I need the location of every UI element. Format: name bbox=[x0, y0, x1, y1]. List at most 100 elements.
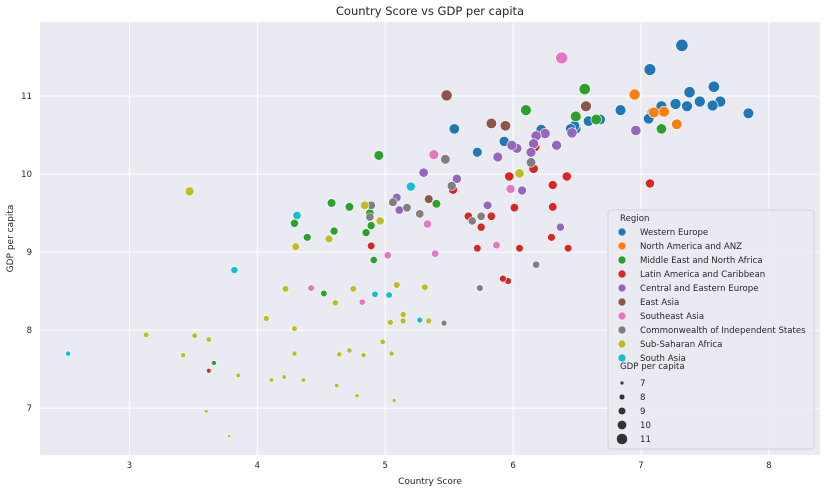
data-point bbox=[235, 372, 241, 379]
data-point bbox=[492, 240, 501, 250]
data-point bbox=[336, 351, 343, 358]
data-point bbox=[263, 315, 270, 322]
legend-marker bbox=[617, 297, 627, 307]
data-point bbox=[578, 83, 591, 96]
data-point bbox=[517, 185, 527, 196]
data-point bbox=[515, 244, 524, 253]
data-point bbox=[467, 216, 477, 226]
data-point bbox=[525, 157, 537, 168]
data-point bbox=[645, 178, 655, 189]
legend-label: Latin America and Caribbean bbox=[640, 270, 765, 280]
data-point bbox=[561, 171, 572, 182]
data-point bbox=[555, 51, 569, 65]
data-point bbox=[628, 88, 641, 101]
data-point bbox=[504, 171, 515, 182]
size-legend-label: 8 bbox=[640, 393, 645, 403]
legend-marker bbox=[617, 283, 627, 293]
legend-marker bbox=[617, 353, 627, 363]
data-point bbox=[418, 167, 429, 178]
legend-marker bbox=[617, 241, 627, 251]
data-point bbox=[391, 398, 397, 403]
data-point bbox=[385, 291, 393, 299]
data-point bbox=[482, 200, 493, 210]
data-point bbox=[300, 377, 306, 383]
size-legend-label: 7 bbox=[640, 379, 645, 389]
data-point bbox=[204, 409, 209, 414]
legend-marker bbox=[617, 325, 627, 335]
legend-label: North America and ANZ bbox=[640, 242, 742, 252]
data-point bbox=[556, 222, 565, 232]
data-point bbox=[358, 298, 366, 306]
data-point bbox=[648, 106, 660, 119]
data-point bbox=[230, 266, 239, 274]
data-point bbox=[379, 338, 386, 345]
data-point bbox=[492, 151, 503, 163]
legend-title: Region bbox=[620, 214, 649, 224]
size-legend-marker bbox=[618, 393, 626, 401]
data-point bbox=[143, 331, 150, 338]
data-point bbox=[424, 194, 434, 204]
data-point bbox=[476, 222, 486, 232]
data-point bbox=[440, 319, 448, 327]
data-point bbox=[373, 150, 385, 161]
data-point bbox=[525, 147, 537, 158]
data-point bbox=[324, 234, 334, 244]
data-point bbox=[291, 242, 300, 251]
legend-label: Western Europe bbox=[640, 228, 708, 238]
data-point bbox=[329, 226, 339, 236]
legend-label: Central and Eastern Europe bbox=[640, 284, 759, 294]
data-point bbox=[360, 352, 367, 359]
legend-box bbox=[607, 209, 815, 450]
data-point bbox=[440, 89, 453, 102]
data-point bbox=[451, 173, 462, 184]
data-point bbox=[281, 374, 287, 380]
size-legend-marker bbox=[619, 380, 625, 386]
data-point bbox=[675, 38, 689, 52]
data-point bbox=[292, 211, 302, 220]
data-point bbox=[375, 216, 385, 226]
size-legend-label: 11 bbox=[640, 435, 651, 445]
data-point bbox=[291, 350, 298, 357]
data-point bbox=[694, 95, 706, 108]
data-point bbox=[506, 139, 518, 151]
data-point bbox=[211, 360, 217, 366]
x-tick-label: 6 bbox=[510, 461, 515, 471]
y-tick-label: 8 bbox=[27, 326, 32, 336]
data-point bbox=[476, 211, 486, 221]
legend-label: Middle East and North Africa bbox=[640, 256, 763, 266]
data-point bbox=[402, 203, 412, 213]
x-tick-label: 3 bbox=[127, 461, 132, 471]
data-point bbox=[281, 285, 290, 293]
legend-marker bbox=[617, 339, 627, 349]
size-legend-label: 9 bbox=[640, 407, 645, 417]
data-point bbox=[365, 212, 375, 222]
data-point bbox=[448, 123, 460, 135]
data-point bbox=[416, 316, 424, 324]
data-point bbox=[669, 98, 682, 110]
data-point bbox=[476, 284, 484, 292]
data-point bbox=[180, 352, 187, 359]
size-legend-label: 10 bbox=[640, 421, 651, 431]
data-point bbox=[671, 118, 683, 130]
data-point bbox=[614, 104, 627, 116]
data-point bbox=[290, 218, 299, 228]
data-point bbox=[486, 211, 496, 221]
legend-marker bbox=[617, 227, 627, 237]
data-point bbox=[520, 104, 532, 116]
data-point bbox=[307, 284, 315, 292]
data-point bbox=[423, 219, 432, 229]
data-point bbox=[349, 285, 357, 293]
legend-label: Southeast Asia bbox=[640, 312, 704, 322]
data-point bbox=[509, 203, 519, 213]
y-tick-label: 11 bbox=[21, 92, 32, 102]
data-point bbox=[570, 110, 582, 123]
data-point bbox=[499, 120, 511, 132]
y-tick-label: 7 bbox=[27, 404, 32, 414]
data-point bbox=[630, 124, 642, 136]
data-point bbox=[291, 325, 298, 332]
data-point bbox=[499, 274, 507, 283]
data-point bbox=[551, 139, 562, 151]
chart-title: Country Score vs GDP per capita bbox=[336, 4, 524, 18]
data-point bbox=[205, 336, 212, 343]
